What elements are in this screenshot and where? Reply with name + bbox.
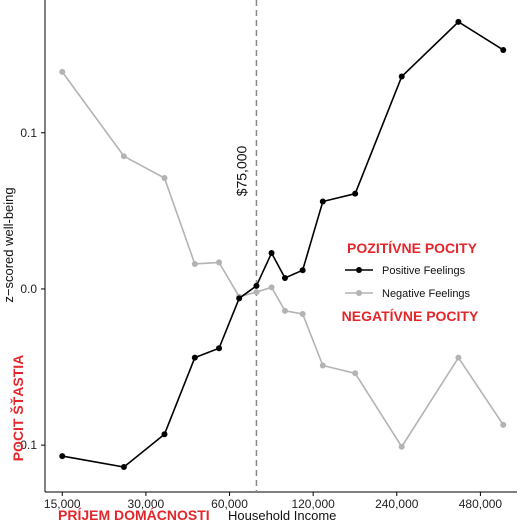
positive-feelings-point [236, 295, 243, 302]
positive-feelings-point [281, 275, 288, 282]
negative-feelings-point [59, 68, 66, 75]
positive-feelings-point [59, 453, 66, 460]
negative-feelings-point [398, 443, 405, 450]
positive-feelings-annotation: POZITÍVNE POCITY [347, 240, 478, 256]
negative-feelings-point [455, 354, 462, 361]
positive-feelings-point [120, 464, 127, 471]
negative-feelings-point [120, 153, 127, 160]
positive-feelings-point [398, 73, 405, 80]
positive-feelings-point [268, 250, 275, 257]
x-overlay-label: PRÍJEM DOMÁCNOSTI [58, 507, 210, 523]
negative-feelings-annotation: NEGATÍVNE POCITY [342, 308, 479, 324]
reference-line-label: $75,000 [233, 145, 249, 196]
legend-negative-marker [356, 290, 362, 296]
negative-feelings-point [500, 421, 507, 428]
x-tick-label: 480,000 [459, 497, 503, 511]
x-tick-label: 60,000 [211, 497, 248, 511]
negative-feelings-point [191, 260, 198, 267]
legend: Positive Feelings Negative Feelings [345, 265, 471, 300]
y-overlay-label: POCIT ŠŤASTIA [9, 355, 26, 462]
x-axis-title: Household Income [228, 508, 336, 523]
positive-feelings-point [216, 345, 223, 352]
x-tick-label: 30,000 [128, 497, 165, 511]
legend-positive-label: Positive Feelings [382, 265, 466, 277]
positive-feelings-point [319, 198, 326, 205]
negative-feelings-point [268, 284, 275, 291]
x-tick-label: 240,000 [375, 497, 419, 511]
positive-feelings-point [161, 431, 168, 438]
x-tick-label: 15,000 [44, 497, 81, 511]
chart-marks [59, 18, 507, 471]
positive-feelings-point [299, 267, 306, 274]
y-tick-label: 0.1 [20, 126, 37, 140]
negative-feelings-point [161, 175, 168, 182]
positive-feelings-point [191, 354, 198, 361]
negative-feelings-point [281, 307, 288, 314]
y-axis-title: z−scored well-being [1, 187, 16, 302]
negative-feelings-point [253, 289, 260, 296]
negative-feelings-point [319, 362, 326, 369]
negative-feelings-line [61, 71, 504, 449]
y-tick-label: 0.0 [20, 282, 37, 296]
legend-negative-label: Negative Feelings [382, 288, 471, 300]
legend-positive-marker [356, 267, 362, 273]
negative-feelings-point [299, 310, 306, 317]
x-tick-label: 120,000 [291, 497, 335, 511]
negative-feelings-point [216, 259, 223, 266]
positive-feelings-point [500, 46, 507, 53]
positive-feelings-point [253, 282, 260, 289]
positive-feelings-point [352, 190, 359, 197]
plot-area: -0.1 0.0 0.1 15,000 30,000 60,000 120,000 240,0… [16, 0, 517, 511]
positive-feelings-point [455, 18, 462, 25]
negative-feelings-point [352, 370, 359, 377]
y-tick-label: -0.1 [16, 438, 37, 452]
